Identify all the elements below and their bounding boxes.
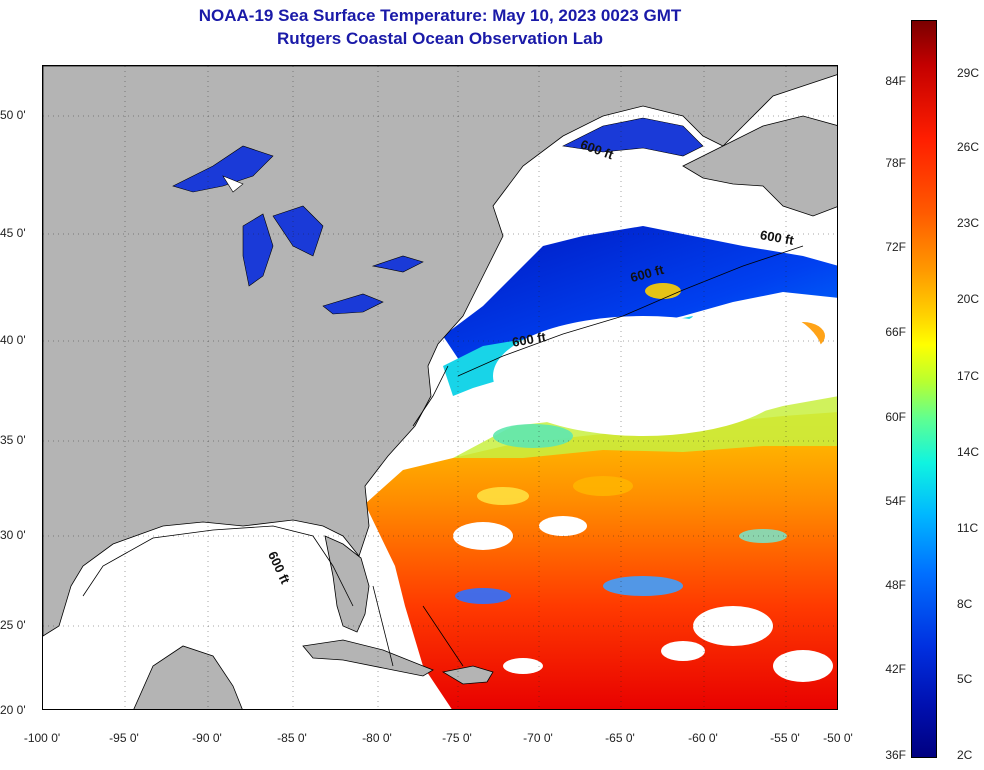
colorbar-celsius-label: 26C	[957, 140, 980, 154]
sst-map[interactable]	[42, 65, 838, 710]
lon-tick-label: -60 0'	[688, 731, 718, 745]
temperature-colorbar	[911, 20, 937, 758]
lon-tick-label: -85 0'	[277, 731, 307, 745]
lon-tick-label: -55 0'	[770, 731, 800, 745]
colorbar-fahrenheit-label: 54F	[885, 494, 906, 508]
st-lawrence-water	[562, 117, 704, 157]
colorbar-celsius-label: 11C	[957, 521, 979, 535]
cold-water-region	[443, 226, 837, 366]
colorbar-celsius-label: 8C	[957, 597, 973, 611]
lon-tick-label: -95 0'	[109, 731, 139, 745]
colorbar-celsius-label: 23C	[957, 216, 980, 230]
colorbar-celsius-label: 17C	[957, 369, 980, 383]
lat-tick-label: 20 0'	[0, 703, 26, 717]
yucatan-land	[133, 645, 243, 709]
sst-map-canvas	[43, 66, 837, 709]
lon-tick-label: -100 0'	[23, 731, 61, 745]
colorbar-celsius-label: 5C	[957, 672, 973, 686]
lon-tick-label: -75 0'	[442, 731, 472, 745]
cuba-land	[302, 639, 434, 677]
florida-land	[324, 535, 370, 633]
lat-tick-label: 40 0'	[0, 333, 26, 347]
lat-tick-label: 35 0'	[0, 433, 26, 447]
colorbar-fahrenheit-label: 78F	[885, 156, 906, 170]
lat-tick-label: 45 0'	[0, 226, 26, 240]
colorbar-fahrenheit-label: 42F	[885, 662, 906, 676]
colorbar-fahrenheit-label: 36F	[885, 748, 906, 762]
colorbar-celsius-label: 29C	[957, 66, 980, 80]
great-lakes	[172, 145, 424, 315]
colorbar-fahrenheit-label: 84F	[885, 74, 906, 88]
map-title: NOAA-19 Sea Surface Temperature: May 10,…	[40, 4, 840, 50]
lat-tick-label: 30 0'	[0, 528, 26, 542]
colorbar-fahrenheit-label: 48F	[885, 578, 906, 592]
lon-tick-label: -70 0'	[523, 731, 553, 745]
lon-tick-label: -90 0'	[192, 731, 222, 745]
hispaniola-land	[441, 665, 494, 685]
lon-tick-label: -50 0'	[823, 731, 853, 745]
colorbar-fahrenheit-label: 60F	[885, 410, 906, 424]
lat-tick-label: 50 0'	[0, 108, 26, 122]
colorbar-celsius-label: 20C	[957, 292, 980, 306]
colorbar-fahrenheit-label: 66F	[885, 325, 906, 339]
title-line-1: NOAA-19 Sea Surface Temperature: May 10,…	[198, 6, 682, 25]
colorbar-celsius-label: 14C	[957, 445, 980, 459]
title-line-2: Rutgers Coastal Ocean Observation Lab	[277, 29, 603, 48]
colorbar-celsius-label: 2C	[957, 748, 973, 762]
newfoundland-land	[682, 115, 837, 217]
colorbar-fahrenheit-label: 72F	[885, 240, 906, 254]
cloud-patches	[453, 306, 833, 682]
lon-tick-label: -80 0'	[362, 731, 392, 745]
lat-tick-label: 25 0'	[0, 618, 26, 632]
lon-tick-label: -65 0'	[605, 731, 635, 745]
